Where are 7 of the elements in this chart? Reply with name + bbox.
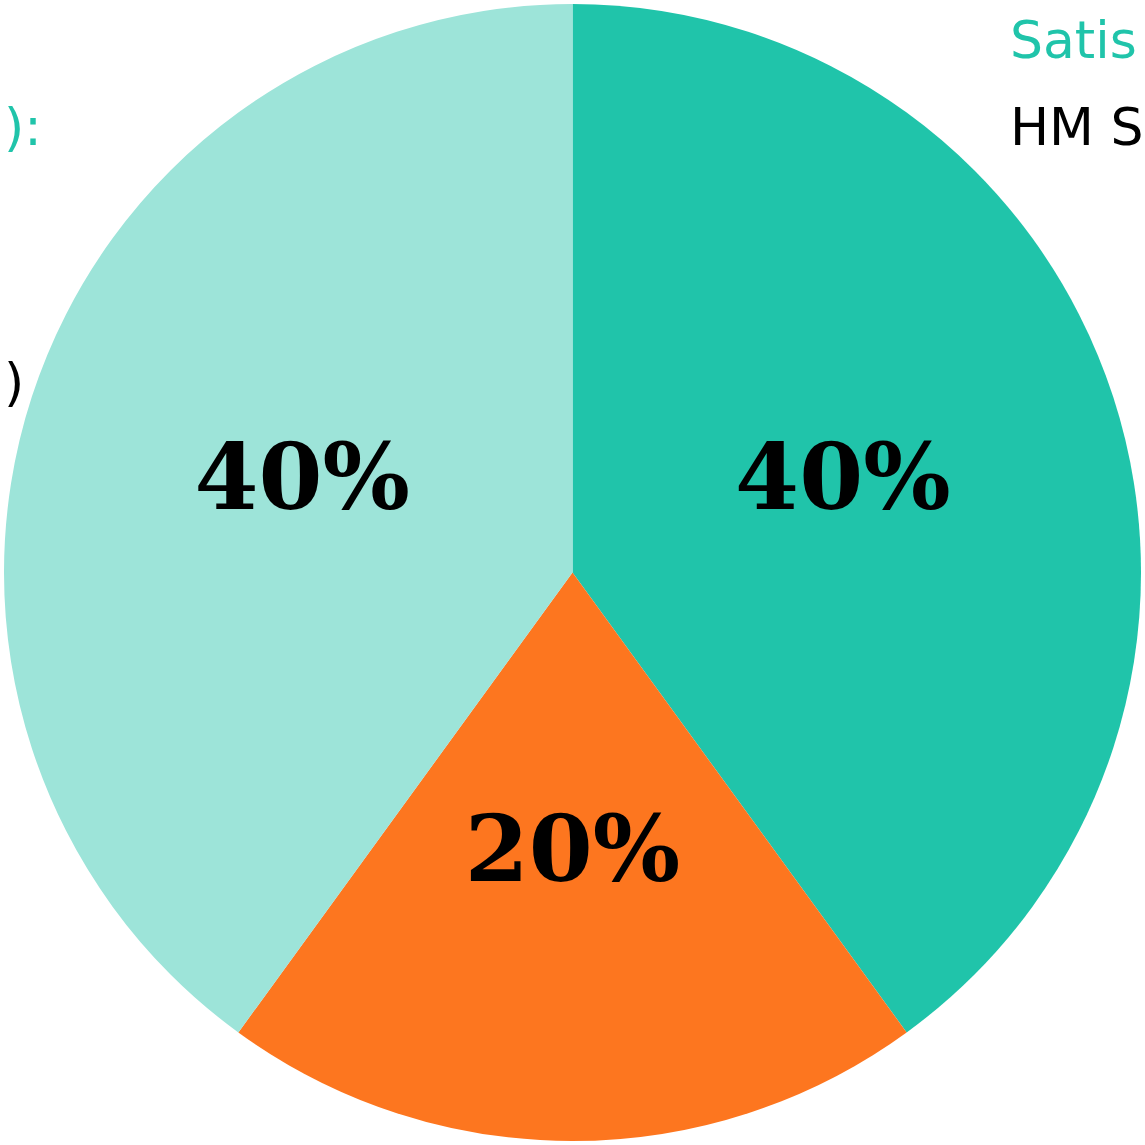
data-label: 40% [194, 422, 410, 531]
text: Satis [1010, 10, 1137, 70]
text: ): [4, 97, 42, 157]
data-label: 40% [735, 422, 951, 531]
text: HM S [1010, 97, 1144, 157]
data-label: 20% [464, 794, 681, 903]
text: ) [4, 352, 25, 412]
